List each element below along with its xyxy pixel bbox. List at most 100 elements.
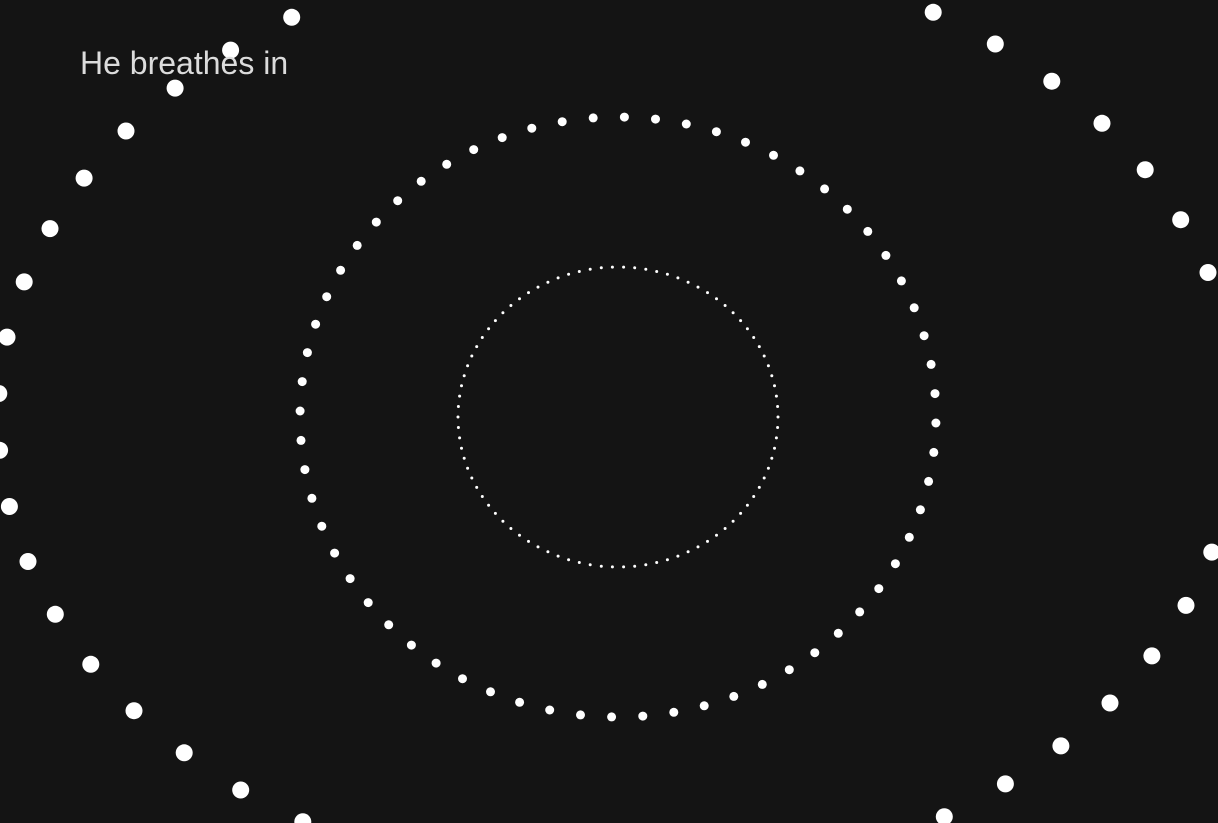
middle-ring-dot bbox=[300, 465, 310, 475]
inner-ring-dot bbox=[774, 394, 778, 398]
middle-ring-dot bbox=[515, 697, 525, 707]
middle-ring-dot bbox=[874, 584, 884, 594]
inner-ring-dot bbox=[462, 456, 466, 460]
inner-ring-dot bbox=[556, 276, 560, 280]
inner-ring-dot bbox=[577, 270, 581, 273]
inner-ring-dot bbox=[487, 327, 491, 331]
outer-ring-dot bbox=[1177, 596, 1195, 614]
outer-ring-dot bbox=[0, 441, 9, 459]
middle-ring-dot bbox=[486, 687, 495, 697]
outer-ring-dot bbox=[1043, 72, 1061, 90]
inner-ring-dot bbox=[622, 265, 626, 269]
inner-ring-dot bbox=[546, 550, 550, 554]
inner-ring-dot bbox=[770, 374, 774, 378]
middle-ring-dot bbox=[863, 226, 873, 236]
middle-ring-dot bbox=[909, 303, 919, 313]
inner-ring-dot bbox=[518, 533, 521, 537]
inner-ring-dot bbox=[460, 446, 463, 450]
inner-ring-dot bbox=[715, 297, 718, 301]
inner-ring-dot bbox=[644, 267, 648, 271]
middle-ring-dot bbox=[311, 319, 321, 329]
middle-ring-dot bbox=[881, 250, 891, 260]
outer-ring-dot bbox=[166, 79, 184, 97]
inner-ring-dot bbox=[536, 285, 540, 289]
inner-ring-dot bbox=[739, 511, 743, 515]
middle-ring-dot bbox=[924, 476, 934, 486]
outer-ring-dot bbox=[996, 775, 1014, 793]
inner-ring-dot bbox=[752, 336, 756, 339]
middle-ring-dot bbox=[919, 331, 929, 341]
outer-ring-dot bbox=[1143, 647, 1161, 665]
inner-ring-dot bbox=[456, 415, 460, 419]
inner-ring-dot bbox=[770, 456, 774, 460]
inner-ring-dot bbox=[536, 545, 540, 549]
inner-ring-dot bbox=[501, 519, 505, 523]
outer-ring-dot bbox=[15, 273, 33, 291]
inner-ring bbox=[456, 265, 780, 569]
inner-ring-dot bbox=[665, 558, 669, 562]
inner-ring-dot bbox=[706, 539, 709, 543]
middle-ring-dot bbox=[607, 712, 617, 722]
middle-ring-dot bbox=[317, 521, 327, 531]
middle-ring-dot bbox=[784, 665, 794, 675]
middle-ring-dot bbox=[469, 145, 479, 155]
middle-ring-dot bbox=[842, 204, 852, 214]
middle-ring-dot bbox=[497, 133, 507, 143]
middle-ring-dot bbox=[371, 217, 381, 227]
inner-ring-dot bbox=[470, 476, 474, 480]
inner-ring-dot bbox=[458, 436, 462, 440]
outer-ring-dot bbox=[1136, 161, 1154, 179]
inner-ring-dot bbox=[501, 311, 505, 315]
inner-ring-dot bbox=[588, 267, 592, 271]
middle-ring-dot bbox=[619, 112, 629, 122]
middle-ring-dot bbox=[545, 705, 555, 715]
middle-ring-dot bbox=[810, 648, 820, 658]
middle-ring-dot bbox=[769, 150, 778, 160]
middle-ring-dot bbox=[638, 711, 648, 721]
outer-ring-dot bbox=[222, 41, 240, 59]
middle-ring-dot bbox=[406, 640, 416, 650]
middle-ring bbox=[295, 112, 941, 722]
inner-ring-dot bbox=[475, 485, 479, 489]
inner-ring-dot bbox=[655, 270, 659, 273]
inner-ring-dot bbox=[696, 545, 700, 549]
middle-ring-dot bbox=[729, 691, 739, 701]
breathing-caption: He breathes in bbox=[80, 45, 289, 81]
outer-ring-dot bbox=[1172, 211, 1190, 229]
inner-ring-dot bbox=[776, 405, 780, 408]
middle-ring-dot bbox=[820, 184, 830, 194]
middle-ring-dot bbox=[711, 127, 721, 137]
inner-ring-dot bbox=[509, 527, 513, 530]
middle-ring-dot bbox=[352, 240, 362, 250]
middle-ring-dot bbox=[416, 176, 426, 186]
middle-ring-dot bbox=[929, 447, 939, 457]
middle-ring-dot bbox=[295, 406, 305, 416]
inner-ring-dot bbox=[665, 272, 669, 276]
middle-ring-dot bbox=[904, 532, 914, 542]
inner-ring-dot bbox=[706, 291, 709, 295]
outer-ring-dot bbox=[75, 169, 93, 187]
inner-ring-dot bbox=[588, 563, 592, 567]
middle-ring-dot bbox=[855, 607, 865, 617]
inner-ring-dot bbox=[676, 554, 680, 558]
inner-ring-dot bbox=[655, 561, 659, 564]
inner-ring-dot bbox=[696, 285, 700, 289]
inner-ring-dot bbox=[599, 564, 603, 568]
middle-ring-dot bbox=[651, 114, 660, 124]
inner-ring-dot bbox=[509, 304, 513, 307]
inner-ring-dot bbox=[757, 485, 761, 489]
middle-ring-dot bbox=[393, 196, 403, 206]
outer-ring-dot bbox=[1203, 543, 1218, 561]
outer-ring-dot bbox=[294, 813, 312, 823]
inner-ring-dot bbox=[480, 336, 484, 339]
outer-ring-dot bbox=[283, 8, 301, 26]
inner-ring-dot bbox=[644, 563, 648, 567]
inner-ring-dot bbox=[686, 280, 690, 284]
middle-ring-dot bbox=[296, 435, 306, 445]
inner-ring-dot bbox=[723, 304, 727, 307]
inner-ring-dot bbox=[622, 565, 626, 569]
outer-ring-dot bbox=[125, 702, 143, 720]
outer-ring-dot bbox=[82, 655, 100, 673]
